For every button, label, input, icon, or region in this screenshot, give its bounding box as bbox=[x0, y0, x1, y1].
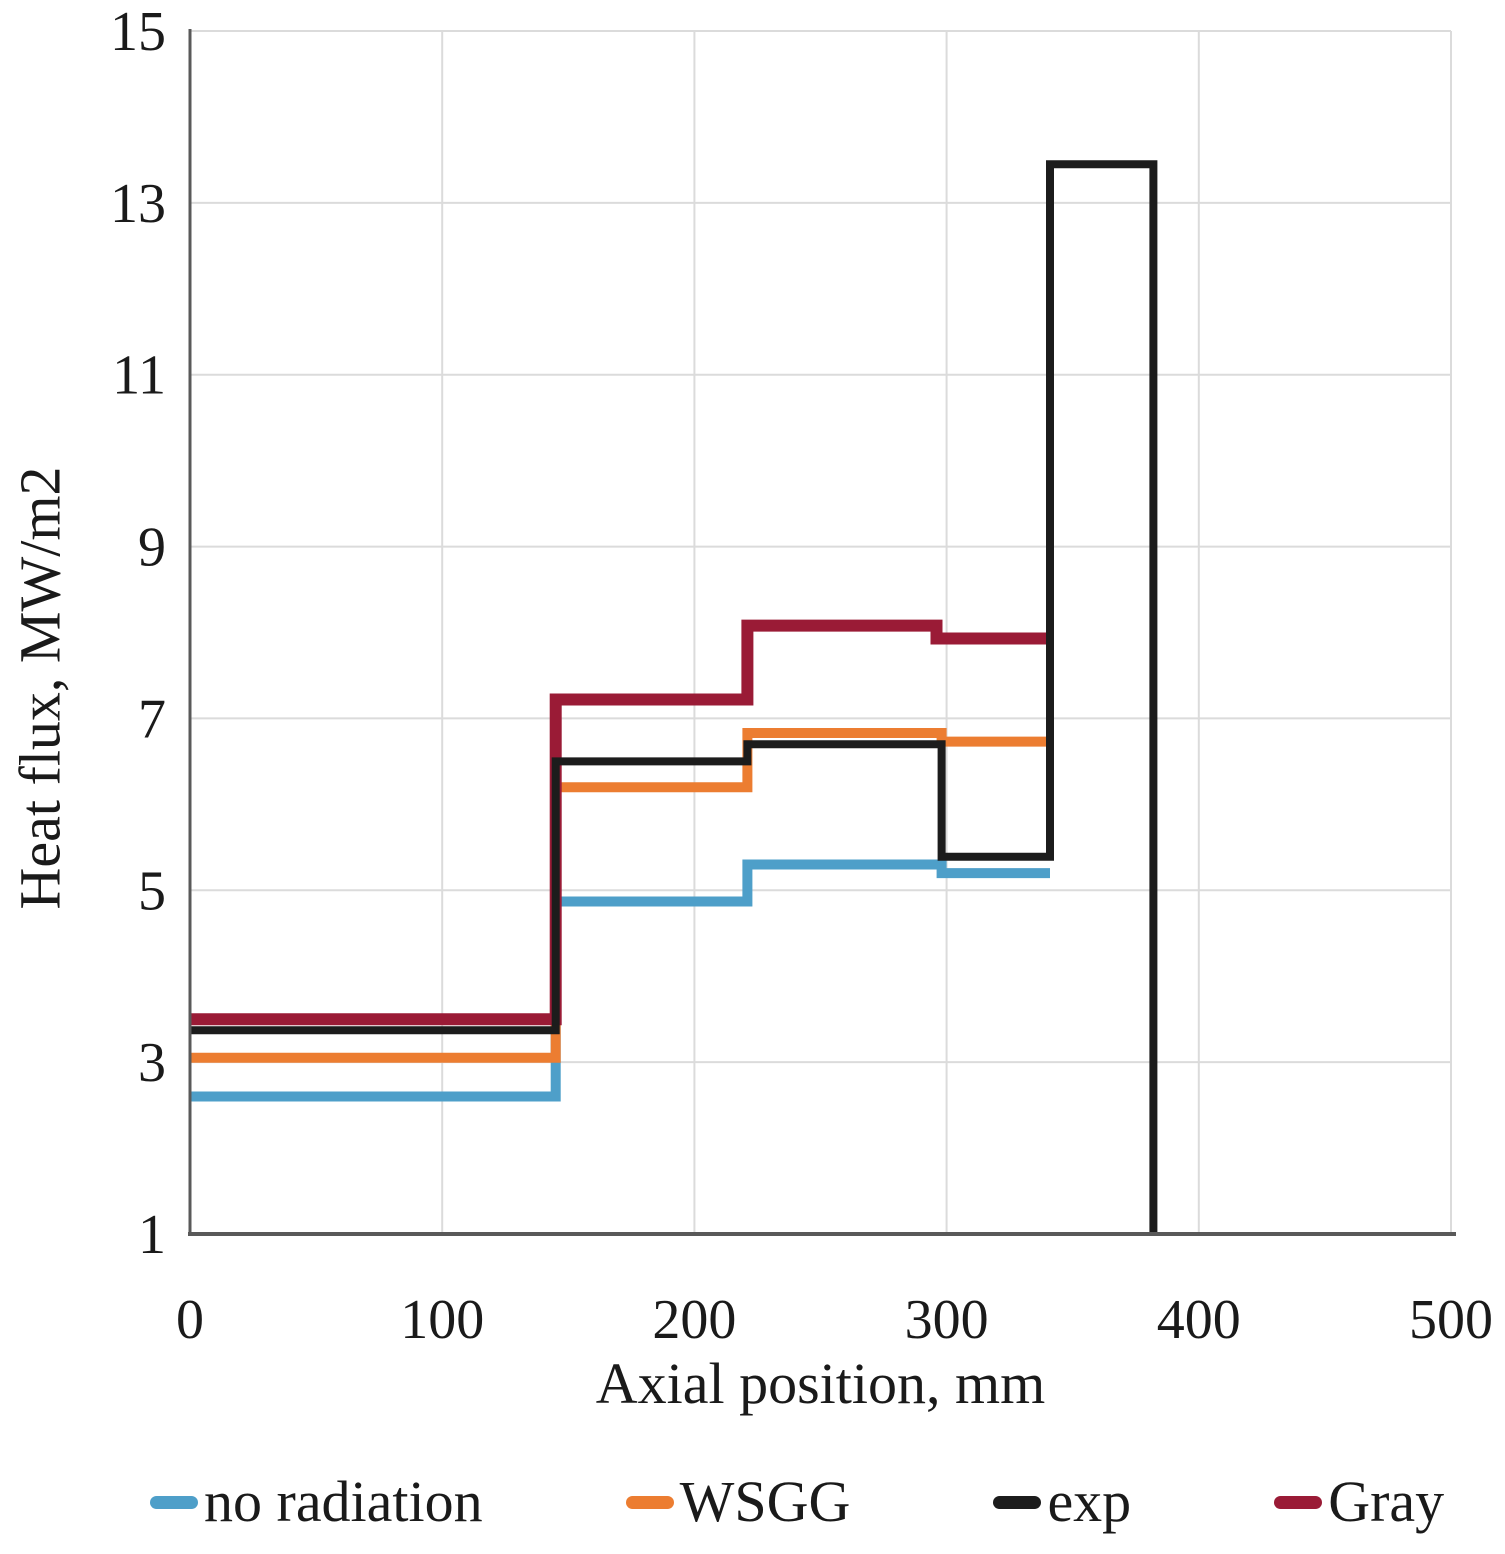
series-line-wsgg bbox=[190, 728, 1050, 1063]
y-tick-label-5: 5 bbox=[138, 860, 166, 922]
x-tick-label-500: 500 bbox=[1409, 1289, 1493, 1351]
x-axis-title: Axial position, mm bbox=[595, 1351, 1046, 1416]
legend-swatch-gray bbox=[1274, 1495, 1323, 1509]
y-tick-label-7: 7 bbox=[138, 688, 166, 750]
x-tick-label-200: 200 bbox=[652, 1289, 736, 1351]
legend-swatch-exp bbox=[993, 1495, 1042, 1509]
series-line-gray bbox=[190, 619, 1050, 1026]
y-tick-label-1: 1 bbox=[138, 1204, 166, 1266]
legend-label-exp: exp bbox=[1047, 1469, 1132, 1534]
x-tick-label-100: 100 bbox=[400, 1289, 484, 1351]
series-line-no-radiation bbox=[190, 859, 1050, 1102]
legend-item-wsgg: WSGG bbox=[625, 1469, 851, 1534]
y-tick-label-3: 3 bbox=[138, 1032, 166, 1094]
y-tick-label-11: 11 bbox=[112, 345, 166, 407]
legend-swatch-no-radiation bbox=[150, 1495, 198, 1509]
x-tick-label-0: 0 bbox=[176, 1289, 204, 1351]
legend-label-no-radiation: no radiation bbox=[204, 1469, 483, 1534]
x-tick-label-400: 400 bbox=[1157, 1289, 1241, 1351]
y-tick-label-15: 15 bbox=[110, 1, 166, 63]
y-tick-label-9: 9 bbox=[138, 517, 166, 579]
legend-label-gray: Gray bbox=[1328, 1469, 1445, 1534]
x-tick-label-300: 300 bbox=[905, 1289, 989, 1351]
legend-item-gray: Gray bbox=[1274, 1473, 1444, 1531]
legend-swatch-wsgg bbox=[625, 1495, 674, 1509]
series-line-exp bbox=[190, 160, 1158, 1234]
legend-item-no-radiation: no radiation bbox=[150, 1473, 483, 1531]
legend-label-wsgg: WSGG bbox=[679, 1469, 851, 1534]
y-tick-label-13: 13 bbox=[110, 173, 166, 235]
legend: no radiation WSGG exp Gray bbox=[150, 1473, 1505, 1531]
legend-item-exp: exp bbox=[993, 1473, 1131, 1531]
y-axis-title: Heat flux, MW/m2 bbox=[7, 466, 73, 910]
